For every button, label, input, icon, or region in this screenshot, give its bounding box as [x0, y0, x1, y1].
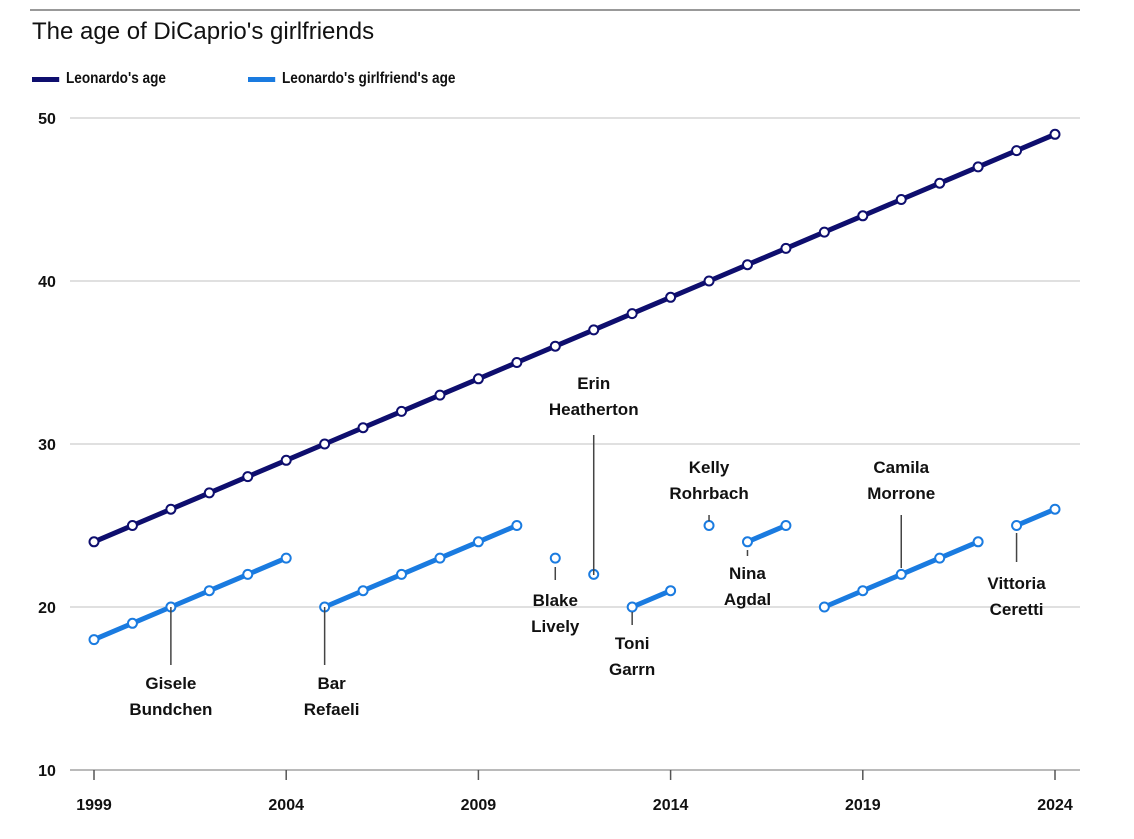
annotation-label: Morrone: [867, 484, 935, 503]
girlfriend-nina-agdal-point: [741, 536, 753, 548]
annotation-label: Kelly: [689, 458, 730, 477]
annotation-label: Camila: [873, 458, 929, 477]
girlfriend-nina-agdal-line: [746, 523, 787, 545]
leonardo-point: [972, 161, 984, 173]
annotation-label: Blake: [533, 591, 578, 610]
girlfriend-camila-morrone-point: [857, 585, 869, 597]
leonardo-point: [88, 536, 100, 548]
girlfriend-bar-refaeli-point: [511, 520, 523, 531]
girlfriend-kelly-rohrbach-point: [703, 520, 715, 531]
annotation-label: Vittoria: [987, 574, 1046, 593]
legend-swatch-girlfriend: [248, 76, 276, 82]
leonardo-point: [511, 357, 523, 368]
leonardo-point: [126, 520, 138, 531]
leonardo-point: [626, 308, 638, 320]
leonardo-point: [818, 226, 830, 238]
leonardo-point: [934, 177, 946, 189]
annotation-label: Ceretti: [990, 600, 1044, 619]
leonardo-point: [434, 389, 446, 401]
leonardo-point: [665, 291, 677, 303]
leonardo-point: [1049, 128, 1061, 140]
girlfriend-bar-refaeli-point: [472, 536, 484, 548]
leonardo-point: [1011, 145, 1023, 157]
annotation-label: Nina: [729, 564, 766, 583]
girlfriend-gisele-bundchen-point: [280, 552, 292, 564]
leonardo-point: [741, 259, 753, 271]
y-tick-label: 40: [38, 274, 56, 291]
chart-title: The age of DiCaprio's girlfriends: [32, 18, 375, 45]
girlfriend-camila-morrone-point: [818, 601, 830, 613]
legend-swatch-leonardo: [32, 76, 60, 82]
leonardo-point: [319, 438, 331, 450]
leonardo-point: [242, 471, 254, 483]
leonardo-point: [472, 373, 484, 385]
girlfriend-gisele-bundchen-line: [93, 555, 288, 642]
legend-item-leonardo: Leonardo's age: [32, 70, 166, 88]
y-tick-label: 50: [38, 111, 56, 128]
girlfriend-blake-lively-point: [549, 552, 561, 564]
x-tick-label: 2014: [653, 797, 689, 814]
legend-item-girlfriend: Leonardo's girlfriend's age: [248, 70, 455, 88]
girlfriend-nina-agdal-point: [780, 520, 792, 531]
girlfriend-toni-garrn-point: [665, 585, 677, 597]
annotation-label: Agdal: [724, 590, 771, 609]
leonardo-point: [895, 194, 907, 205]
leonardo-point: [703, 275, 715, 287]
annotation-label: Toni: [615, 634, 650, 653]
girlfriend-bar-refaeli-point: [396, 568, 408, 580]
annotation-label: Lively: [531, 617, 580, 636]
girlfriend-gisele-bundchen-point: [242, 568, 254, 580]
girlfriend-vittoria-ceretti-point: [1011, 520, 1023, 531]
annotation-label: Heatherton: [549, 400, 639, 419]
leonardo-point: [165, 503, 177, 515]
leonardo-point: [857, 210, 869, 222]
girlfriend-bar-refaeli-point: [434, 552, 446, 564]
girlfriend-vittoria-ceretti-point: [1049, 503, 1061, 515]
leonardo-point: [588, 324, 600, 336]
leonardo-line: [93, 131, 1056, 545]
girlfriend-bar-refaeli-line: [323, 523, 518, 610]
leonardo-point: [780, 242, 792, 254]
girlfriend-camila-morrone-point: [895, 568, 907, 580]
x-tick-label: 2004: [268, 797, 304, 814]
girlfriend-toni-garrn-point: [626, 601, 638, 613]
girlfriend-bar-refaeli-point: [357, 585, 369, 597]
annotation-label: Bundchen: [129, 700, 212, 719]
girlfriend-camila-morrone-point: [972, 536, 984, 548]
annotation-label: Refaeli: [304, 700, 360, 719]
leonardo-point: [280, 454, 292, 466]
girlfriend-gisele-bundchen-point: [88, 634, 100, 646]
y-tick-label: 30: [38, 437, 56, 454]
girlfriend-camila-morrone-point: [934, 552, 946, 564]
girlfriend-toni-garrn-line: [631, 588, 672, 610]
x-tick-label: 1999: [76, 797, 112, 814]
y-tick-label: 20: [38, 600, 56, 617]
annotation-label: Bar: [317, 674, 346, 693]
x-tick-label: 2019: [845, 797, 881, 814]
legend-label-leonardo: Leonardo's age: [66, 70, 166, 87]
girlfriend-vittoria-ceretti-line: [1015, 506, 1056, 528]
leonardo-point: [357, 422, 369, 434]
x-tick-label: 2009: [461, 797, 497, 814]
legend-label-girlfriend: Leonardo's girlfriend's age: [282, 70, 456, 87]
annotation-label: Garrn: [609, 660, 655, 679]
leonardo-point: [549, 340, 561, 352]
y-tick-label: 10: [38, 763, 56, 780]
girlfriend-gisele-bundchen-point: [126, 617, 138, 629]
leonardo-point: [203, 487, 215, 499]
girlfriend-gisele-bundchen-point: [203, 585, 215, 597]
annotation-label: Erin: [577, 374, 610, 393]
x-tick-label: 2024: [1037, 797, 1073, 814]
annotation-label: Gisele: [145, 674, 196, 693]
annotation-label: Rohrbach: [669, 484, 748, 503]
leonardo-point: [396, 405, 408, 417]
